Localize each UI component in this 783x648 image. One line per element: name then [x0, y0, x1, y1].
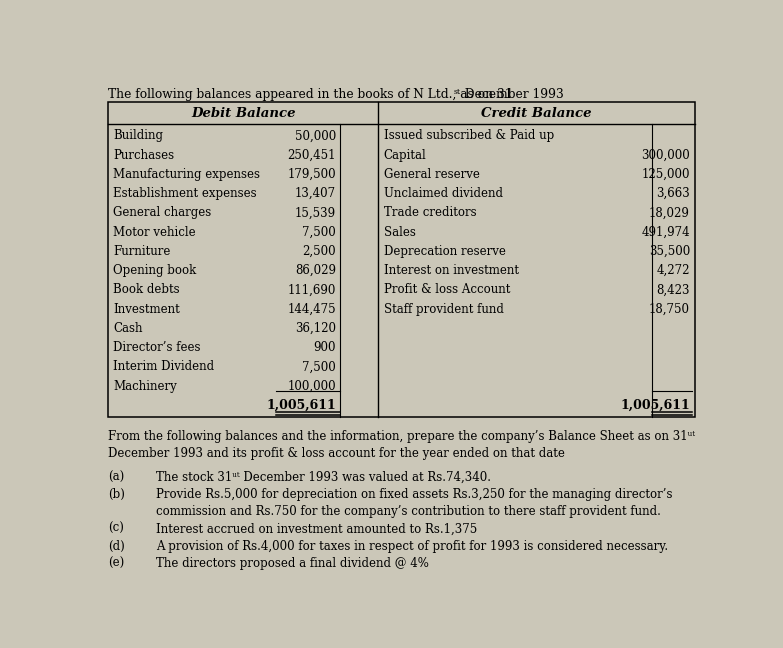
- Text: 13,407: 13,407: [294, 187, 336, 200]
- Bar: [108, 102, 695, 417]
- Text: 144,475: 144,475: [287, 303, 336, 316]
- Text: 100,000: 100,000: [287, 380, 336, 393]
- Text: Machinery: Machinery: [114, 380, 177, 393]
- Text: Furniture: Furniture: [114, 245, 171, 258]
- Text: 491,974: 491,974: [641, 226, 690, 238]
- Text: 900: 900: [313, 341, 336, 354]
- Text: 18,029: 18,029: [649, 207, 690, 220]
- Text: 300,000: 300,000: [641, 148, 690, 161]
- Text: 18,750: 18,750: [649, 303, 690, 316]
- Text: Deprecation reserve: Deprecation reserve: [384, 245, 506, 258]
- Text: Opening book: Opening book: [114, 264, 197, 277]
- Text: Issued subscribed & Paid up: Issued subscribed & Paid up: [384, 130, 554, 143]
- Text: Capital: Capital: [384, 148, 427, 161]
- Text: 8,423: 8,423: [656, 283, 690, 296]
- Text: 86,029: 86,029: [295, 264, 336, 277]
- Text: 3,663: 3,663: [656, 187, 690, 200]
- Text: Purchases: Purchases: [114, 148, 175, 161]
- Text: General reserve: General reserve: [384, 168, 480, 181]
- Text: 111,690: 111,690: [287, 283, 336, 296]
- Text: (c): (c): [108, 522, 124, 535]
- Text: (a): (a): [108, 470, 124, 483]
- Text: Staff provident fund: Staff provident fund: [384, 303, 503, 316]
- Text: Establishment expenses: Establishment expenses: [114, 187, 257, 200]
- Text: 1,005,611: 1,005,611: [620, 399, 690, 411]
- Text: (d): (d): [108, 540, 124, 553]
- Text: Director’s fees: Director’s fees: [114, 341, 201, 354]
- Text: Building: Building: [114, 130, 164, 143]
- Text: From the following balances and the information, prepare the company’s Balance S: From the following balances and the info…: [108, 430, 695, 443]
- Text: The stock 31ᵘᵗ December 1993 was valued at Rs.74,340.: The stock 31ᵘᵗ December 1993 was valued …: [156, 470, 491, 483]
- Text: 125,000: 125,000: [641, 168, 690, 181]
- Text: 2,500: 2,500: [302, 245, 336, 258]
- Text: 179,500: 179,500: [287, 168, 336, 181]
- Text: (e): (e): [108, 557, 124, 570]
- Text: Cash: Cash: [114, 322, 143, 335]
- Text: commission and Rs.750 for the company’s contribution to there staff provident fu: commission and Rs.750 for the company’s …: [156, 505, 661, 518]
- Text: December 1993: December 1993: [460, 87, 563, 101]
- Text: 1,005,611: 1,005,611: [266, 399, 336, 411]
- Text: Provide Rs.5,000 for depreciation on fixed assets Rs.3,250 for the managing dire: Provide Rs.5,000 for depreciation on fix…: [156, 488, 673, 501]
- Text: (b): (b): [108, 488, 124, 501]
- Text: Credit Balance: Credit Balance: [482, 107, 592, 120]
- Text: 4,272: 4,272: [656, 264, 690, 277]
- Text: Interim Dividend: Interim Dividend: [114, 360, 215, 373]
- Text: Manufacturing expenses: Manufacturing expenses: [114, 168, 261, 181]
- Text: 35,500: 35,500: [649, 245, 690, 258]
- Text: The following balances appeared in the books of N Ltd., as on 31: The following balances appeared in the b…: [108, 87, 512, 101]
- Text: Unclaimed dividend: Unclaimed dividend: [384, 187, 503, 200]
- Text: Book debts: Book debts: [114, 283, 180, 296]
- Text: Investment: Investment: [114, 303, 180, 316]
- Text: A provision of Rs.4,000 for taxes in respect of profit for 1993 is considered ne: A provision of Rs.4,000 for taxes in res…: [156, 540, 668, 553]
- Text: The directors proposed a final dividend @ 4%: The directors proposed a final dividend …: [156, 557, 429, 570]
- Text: 36,120: 36,120: [295, 322, 336, 335]
- Text: 250,451: 250,451: [287, 148, 336, 161]
- Text: Debit Balance: Debit Balance: [191, 107, 295, 120]
- Text: Motor vehicle: Motor vehicle: [114, 226, 196, 238]
- Text: 15,539: 15,539: [294, 207, 336, 220]
- Text: 7,500: 7,500: [302, 360, 336, 373]
- Text: Interest on investment: Interest on investment: [384, 264, 519, 277]
- Text: 50,000: 50,000: [294, 130, 336, 143]
- Text: Sales: Sales: [384, 226, 416, 238]
- Text: st: st: [454, 87, 461, 96]
- Text: Profit & loss Account: Profit & loss Account: [384, 283, 511, 296]
- Text: General charges: General charges: [114, 207, 211, 220]
- Text: Trade creditors: Trade creditors: [384, 207, 477, 220]
- Text: December 1993 and its profit & loss account for the year ended on that date: December 1993 and its profit & loss acco…: [108, 447, 565, 460]
- Text: Interest accrued on investment amounted to Rs.1,375: Interest accrued on investment amounted …: [156, 522, 478, 535]
- Text: 7,500: 7,500: [302, 226, 336, 238]
